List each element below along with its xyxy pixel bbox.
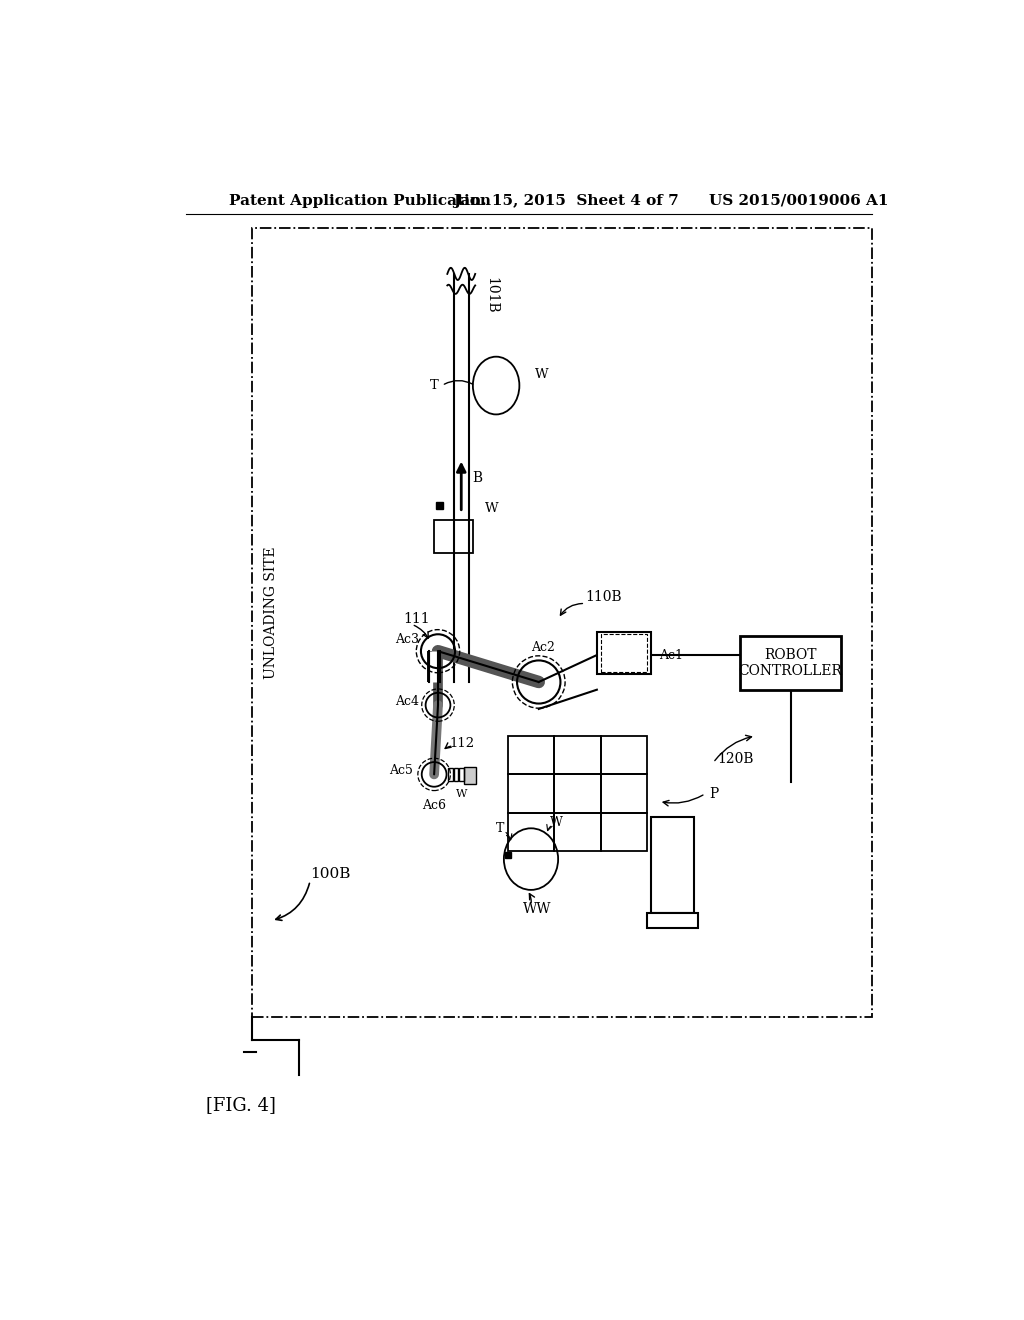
Text: W: W xyxy=(535,367,549,380)
Text: B: B xyxy=(472,471,482,484)
Text: Ac5: Ac5 xyxy=(389,764,413,777)
Bar xyxy=(508,813,554,851)
Text: T: T xyxy=(430,379,439,392)
Bar xyxy=(508,775,554,813)
Text: 111: 111 xyxy=(403,612,430,626)
Text: Jan. 15, 2015  Sheet 4 of 7: Jan. 15, 2015 Sheet 4 of 7 xyxy=(454,194,679,207)
Text: ROBOT
CONTROLLER: ROBOT CONTROLLER xyxy=(738,648,843,678)
Bar xyxy=(740,636,841,689)
Text: Patent Application Publication: Patent Application Publication xyxy=(228,194,490,207)
Bar xyxy=(601,635,647,672)
Bar xyxy=(601,813,647,851)
Bar xyxy=(449,768,453,780)
Text: 110B: 110B xyxy=(586,590,622,605)
Bar xyxy=(647,913,697,928)
Text: 120B: 120B xyxy=(717,752,754,766)
Text: Ac2: Ac2 xyxy=(531,640,555,653)
Text: 112: 112 xyxy=(450,737,475,750)
Text: W: W xyxy=(550,816,563,829)
Bar xyxy=(464,767,476,784)
Bar xyxy=(454,768,458,780)
Bar xyxy=(435,502,442,508)
Text: P: P xyxy=(710,787,719,801)
Text: 101B: 101B xyxy=(484,277,499,314)
Text: Ac4: Ac4 xyxy=(395,694,420,708)
Text: Ac3: Ac3 xyxy=(395,634,420,647)
Text: Ac6: Ac6 xyxy=(423,799,446,812)
Bar xyxy=(508,737,554,775)
Text: 100B: 100B xyxy=(310,867,350,882)
Bar xyxy=(554,813,601,851)
Bar xyxy=(554,775,601,813)
Bar xyxy=(459,768,464,780)
Bar xyxy=(601,737,647,775)
Bar xyxy=(252,228,872,1016)
Text: US 2015/0019006 A1: US 2015/0019006 A1 xyxy=(710,194,889,207)
Text: W: W xyxy=(456,788,467,799)
Text: [FIG. 4]: [FIG. 4] xyxy=(206,1097,275,1114)
Text: W: W xyxy=(484,502,498,515)
Bar xyxy=(601,775,647,813)
Text: UNLOADING SITE: UNLOADING SITE xyxy=(264,546,279,678)
Bar xyxy=(434,520,473,553)
Bar xyxy=(651,817,693,913)
Bar xyxy=(554,737,601,775)
Text: Ac1: Ac1 xyxy=(658,648,683,661)
Text: T: T xyxy=(496,822,505,834)
Bar xyxy=(597,632,651,675)
Text: WW: WW xyxy=(523,902,552,916)
